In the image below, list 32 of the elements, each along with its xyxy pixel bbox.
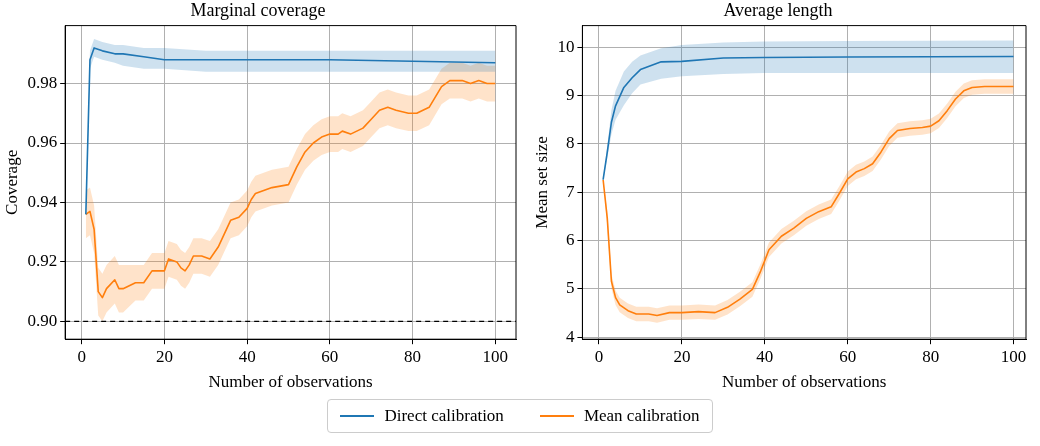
x-tick-label: 40 — [756, 346, 774, 366]
chart-title: Marginal coverage — [190, 0, 326, 20]
y-tick-label: 10 — [557, 36, 575, 56]
x-tick-label: 0 — [77, 346, 86, 366]
x-tick-label: 20 — [673, 346, 691, 366]
x-tick-label: 100 — [1000, 346, 1027, 366]
x-tick-label: 80 — [922, 346, 940, 366]
y-axis-title: Mean set size — [531, 136, 551, 229]
y-tick-label: 9 — [565, 85, 575, 105]
y-tick-label: 0.98 — [27, 73, 58, 93]
y-tick-label: 7 — [565, 181, 575, 201]
x-tick-label: 80 — [404, 346, 422, 366]
x-tick-label: 0 — [594, 346, 604, 366]
y-tick-label: 0.90 — [27, 310, 58, 330]
x-tick-label: 40 — [238, 346, 256, 366]
y-tick-label: 0.92 — [27, 251, 58, 271]
chart-title: Average length — [723, 0, 833, 20]
y-tick-label: 8 — [565, 133, 575, 153]
y-axis-title: Coverage — [1, 149, 21, 215]
y-tick-label: 0.96 — [27, 132, 58, 152]
x-tick-label: 100 — [482, 346, 509, 366]
y-tick-label: 0.94 — [27, 191, 58, 211]
x-axis-title: Number of observations — [208, 372, 373, 392]
x-axis-title: Number of observations — [722, 372, 887, 392]
y-tick-label: 4 — [565, 326, 575, 346]
x-tick-label: 60 — [839, 346, 857, 366]
y-tick-label: 6 — [565, 230, 575, 250]
x-tick-label: 20 — [155, 346, 173, 366]
x-tick-label: 60 — [321, 346, 339, 366]
legend-label: Direct calibration — [384, 406, 504, 426]
legend-label: Mean calibration — [583, 406, 700, 426]
y-tick-label: 5 — [565, 278, 575, 298]
